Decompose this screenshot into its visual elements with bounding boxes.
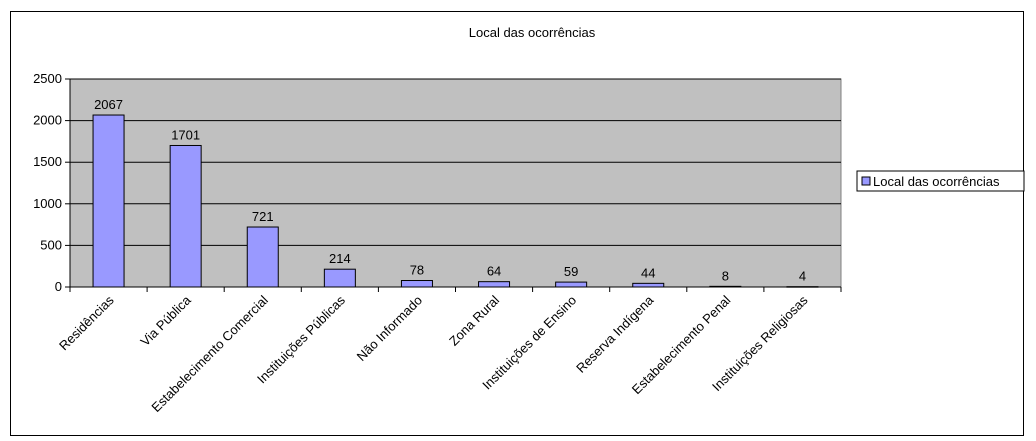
axes: 0 500 1000 1500 2000 2500 [33, 71, 842, 294]
y-tick-label: 1500 [33, 154, 62, 169]
bars [92, 114, 819, 288]
bar [632, 282, 665, 288]
data-label: 2067 [94, 97, 123, 112]
legend: Local das ocorrências [856, 170, 1025, 192]
legend-label: Local das ocorrências [873, 174, 1000, 189]
y-tick-label: 0 [55, 279, 62, 294]
bar [323, 268, 356, 288]
legend-swatch [861, 176, 871, 186]
bar [246, 226, 279, 288]
bar [555, 281, 588, 288]
chart-frame: 0 500 1000 1500 2000 2500 2067 Residências 1701… [10, 11, 1025, 436]
data-label: 44 [641, 265, 655, 280]
data-label: 78 [410, 263, 424, 278]
y-tick-label: 500 [40, 237, 62, 252]
legend-box [856, 170, 1025, 192]
data-label: 214 [329, 251, 351, 266]
data-label: 4 [799, 269, 806, 284]
y-tick-label: 2000 [33, 113, 62, 128]
bar [169, 144, 202, 288]
y-tick-label: 2500 [33, 71, 62, 86]
x-tick-label: Não Informado [354, 293, 425, 364]
data-label: 1701 [171, 127, 200, 142]
bar [478, 281, 511, 288]
data-label: 8 [722, 268, 729, 283]
bar [400, 280, 433, 288]
chart-title: Local das ocorrências [469, 25, 596, 40]
y-tick-label: 1000 [33, 196, 62, 211]
data-label: 59 [564, 264, 578, 279]
x-tick-label: Via Pública [137, 292, 194, 349]
bar-chart: 0 500 1000 1500 2000 2500 2067 Residências 1701… [33, 25, 1025, 415]
x-tick-label: Reserva Indígena [573, 292, 657, 376]
bar [92, 114, 125, 288]
x-tick-label: Zona Rural [446, 292, 502, 348]
x-tick-label: Residências [56, 292, 117, 353]
data-label: 721 [252, 209, 274, 224]
data-label: 64 [487, 264, 501, 279]
x-tick-label: Instituições Públicas [254, 292, 348, 386]
